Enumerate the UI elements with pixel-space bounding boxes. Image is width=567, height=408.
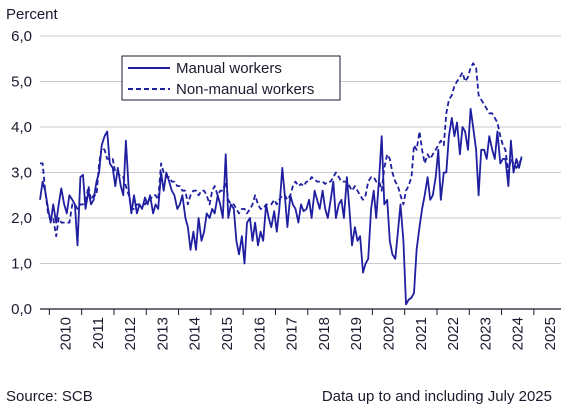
x-tick-label: 2010 bbox=[58, 317, 75, 350]
data-period-note: Data up to and including July 2025 bbox=[321, 388, 552, 405]
y-tick-label: 5,0 bbox=[11, 74, 32, 91]
series-line-manual-workers bbox=[39, 107, 523, 306]
legend: Manual workers Non-manual workers bbox=[121, 55, 341, 101]
y-tick-label: 3,0 bbox=[11, 165, 32, 182]
y-tick-label: 6,0 bbox=[11, 28, 32, 45]
x-tick-label: 2011 bbox=[90, 317, 107, 349]
source-note: Source: SCB bbox=[6, 388, 93, 405]
y-tick-label: 2,0 bbox=[11, 210, 32, 227]
x-tick-label: 2021 bbox=[413, 317, 430, 350]
legend-label-nonmanual: Non-manual workers bbox=[176, 81, 314, 98]
y-tick-label: 1,0 bbox=[11, 256, 32, 273]
x-axis-ticks: 2010 2011 2012 2013 2014 2015 2016 2017 2018 2019… bbox=[48, 309, 559, 350]
y-axis-ticks: 0,0 1,0 2,0 3,0 4,0 5,0 6,0 bbox=[11, 28, 32, 318]
y-tick-label: 4,0 bbox=[11, 119, 32, 136]
x-tick-label: 2023 bbox=[477, 317, 494, 350]
x-tick-label: 2025 bbox=[542, 317, 559, 350]
x-tick-label: 2015 bbox=[219, 317, 236, 350]
x-tick-label: 2020 bbox=[381, 317, 398, 350]
x-tick-label: 2019 bbox=[348, 317, 365, 350]
x-tick-label: 2017 bbox=[284, 317, 301, 350]
x-tick-label: 2022 bbox=[445, 317, 462, 350]
x-tick-label: 2014 bbox=[187, 317, 204, 350]
x-tick-label: 2012 bbox=[122, 317, 139, 350]
y-tick-label: 0,0 bbox=[11, 301, 32, 318]
series-group bbox=[39, 62, 523, 306]
legend-label-manual: Manual workers bbox=[176, 60, 282, 77]
series-line-non-manual-workers bbox=[40, 62, 523, 238]
x-tick-label: 2013 bbox=[154, 317, 171, 350]
x-tick-label: 2024 bbox=[510, 317, 527, 350]
legend-box bbox=[121, 55, 341, 101]
y-axis-title: Percent bbox=[6, 6, 59, 23]
x-tick-label: 2016 bbox=[251, 317, 268, 350]
x-tick-label: 2018 bbox=[316, 317, 333, 350]
